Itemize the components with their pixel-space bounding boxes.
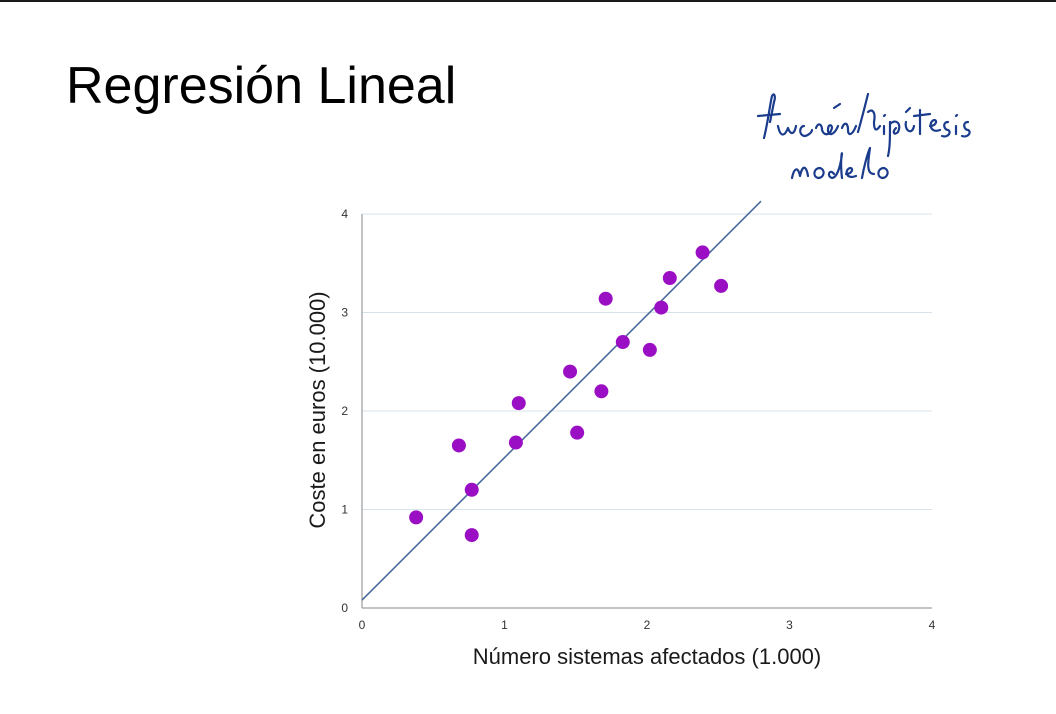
axes [361, 214, 932, 609]
x-tick-label: 2 [644, 618, 651, 632]
regression-line-path [361, 200, 762, 601]
x-tick-label: 3 [786, 618, 793, 632]
y-tick-label: 0 [341, 601, 348, 615]
data-point [464, 528, 479, 543]
data-point [563, 364, 578, 379]
data-point [508, 435, 523, 450]
x-tick-label: 1 [501, 618, 508, 632]
x-tick-label: 4 [929, 618, 936, 632]
slide-title: Regresión Lineal [66, 57, 457, 115]
x-axis-label: Número sistemas afectados (1.000) [473, 644, 822, 669]
data-point [511, 396, 526, 411]
data-point [598, 291, 613, 306]
tick-labels: 0 1 2 3 4 0 1 2 3 4 [341, 207, 935, 632]
y-tick-label: 2 [341, 404, 348, 418]
data-point [594, 384, 609, 399]
regression-line [361, 200, 762, 601]
y-tick-label: 3 [341, 306, 348, 320]
data-point [409, 510, 424, 525]
y-tick-label: 1 [341, 503, 348, 517]
data-point [570, 425, 585, 440]
data-point [695, 245, 710, 260]
y-axis-label: Coste en euros (10.000) [305, 291, 330, 528]
x-tick-label: 0 [359, 618, 366, 632]
data-point [615, 335, 630, 350]
data-point [642, 342, 657, 357]
data-point [451, 438, 466, 453]
y-tick-label: 4 [341, 207, 348, 221]
data-points [409, 245, 729, 543]
top-rule [0, 0, 1056, 2]
grid-lines [362, 213, 932, 510]
data-point [662, 271, 677, 286]
data-point [714, 278, 729, 293]
data-point [654, 300, 669, 315]
data-point [464, 482, 479, 497]
handwritten-annotation [756, 92, 971, 180]
